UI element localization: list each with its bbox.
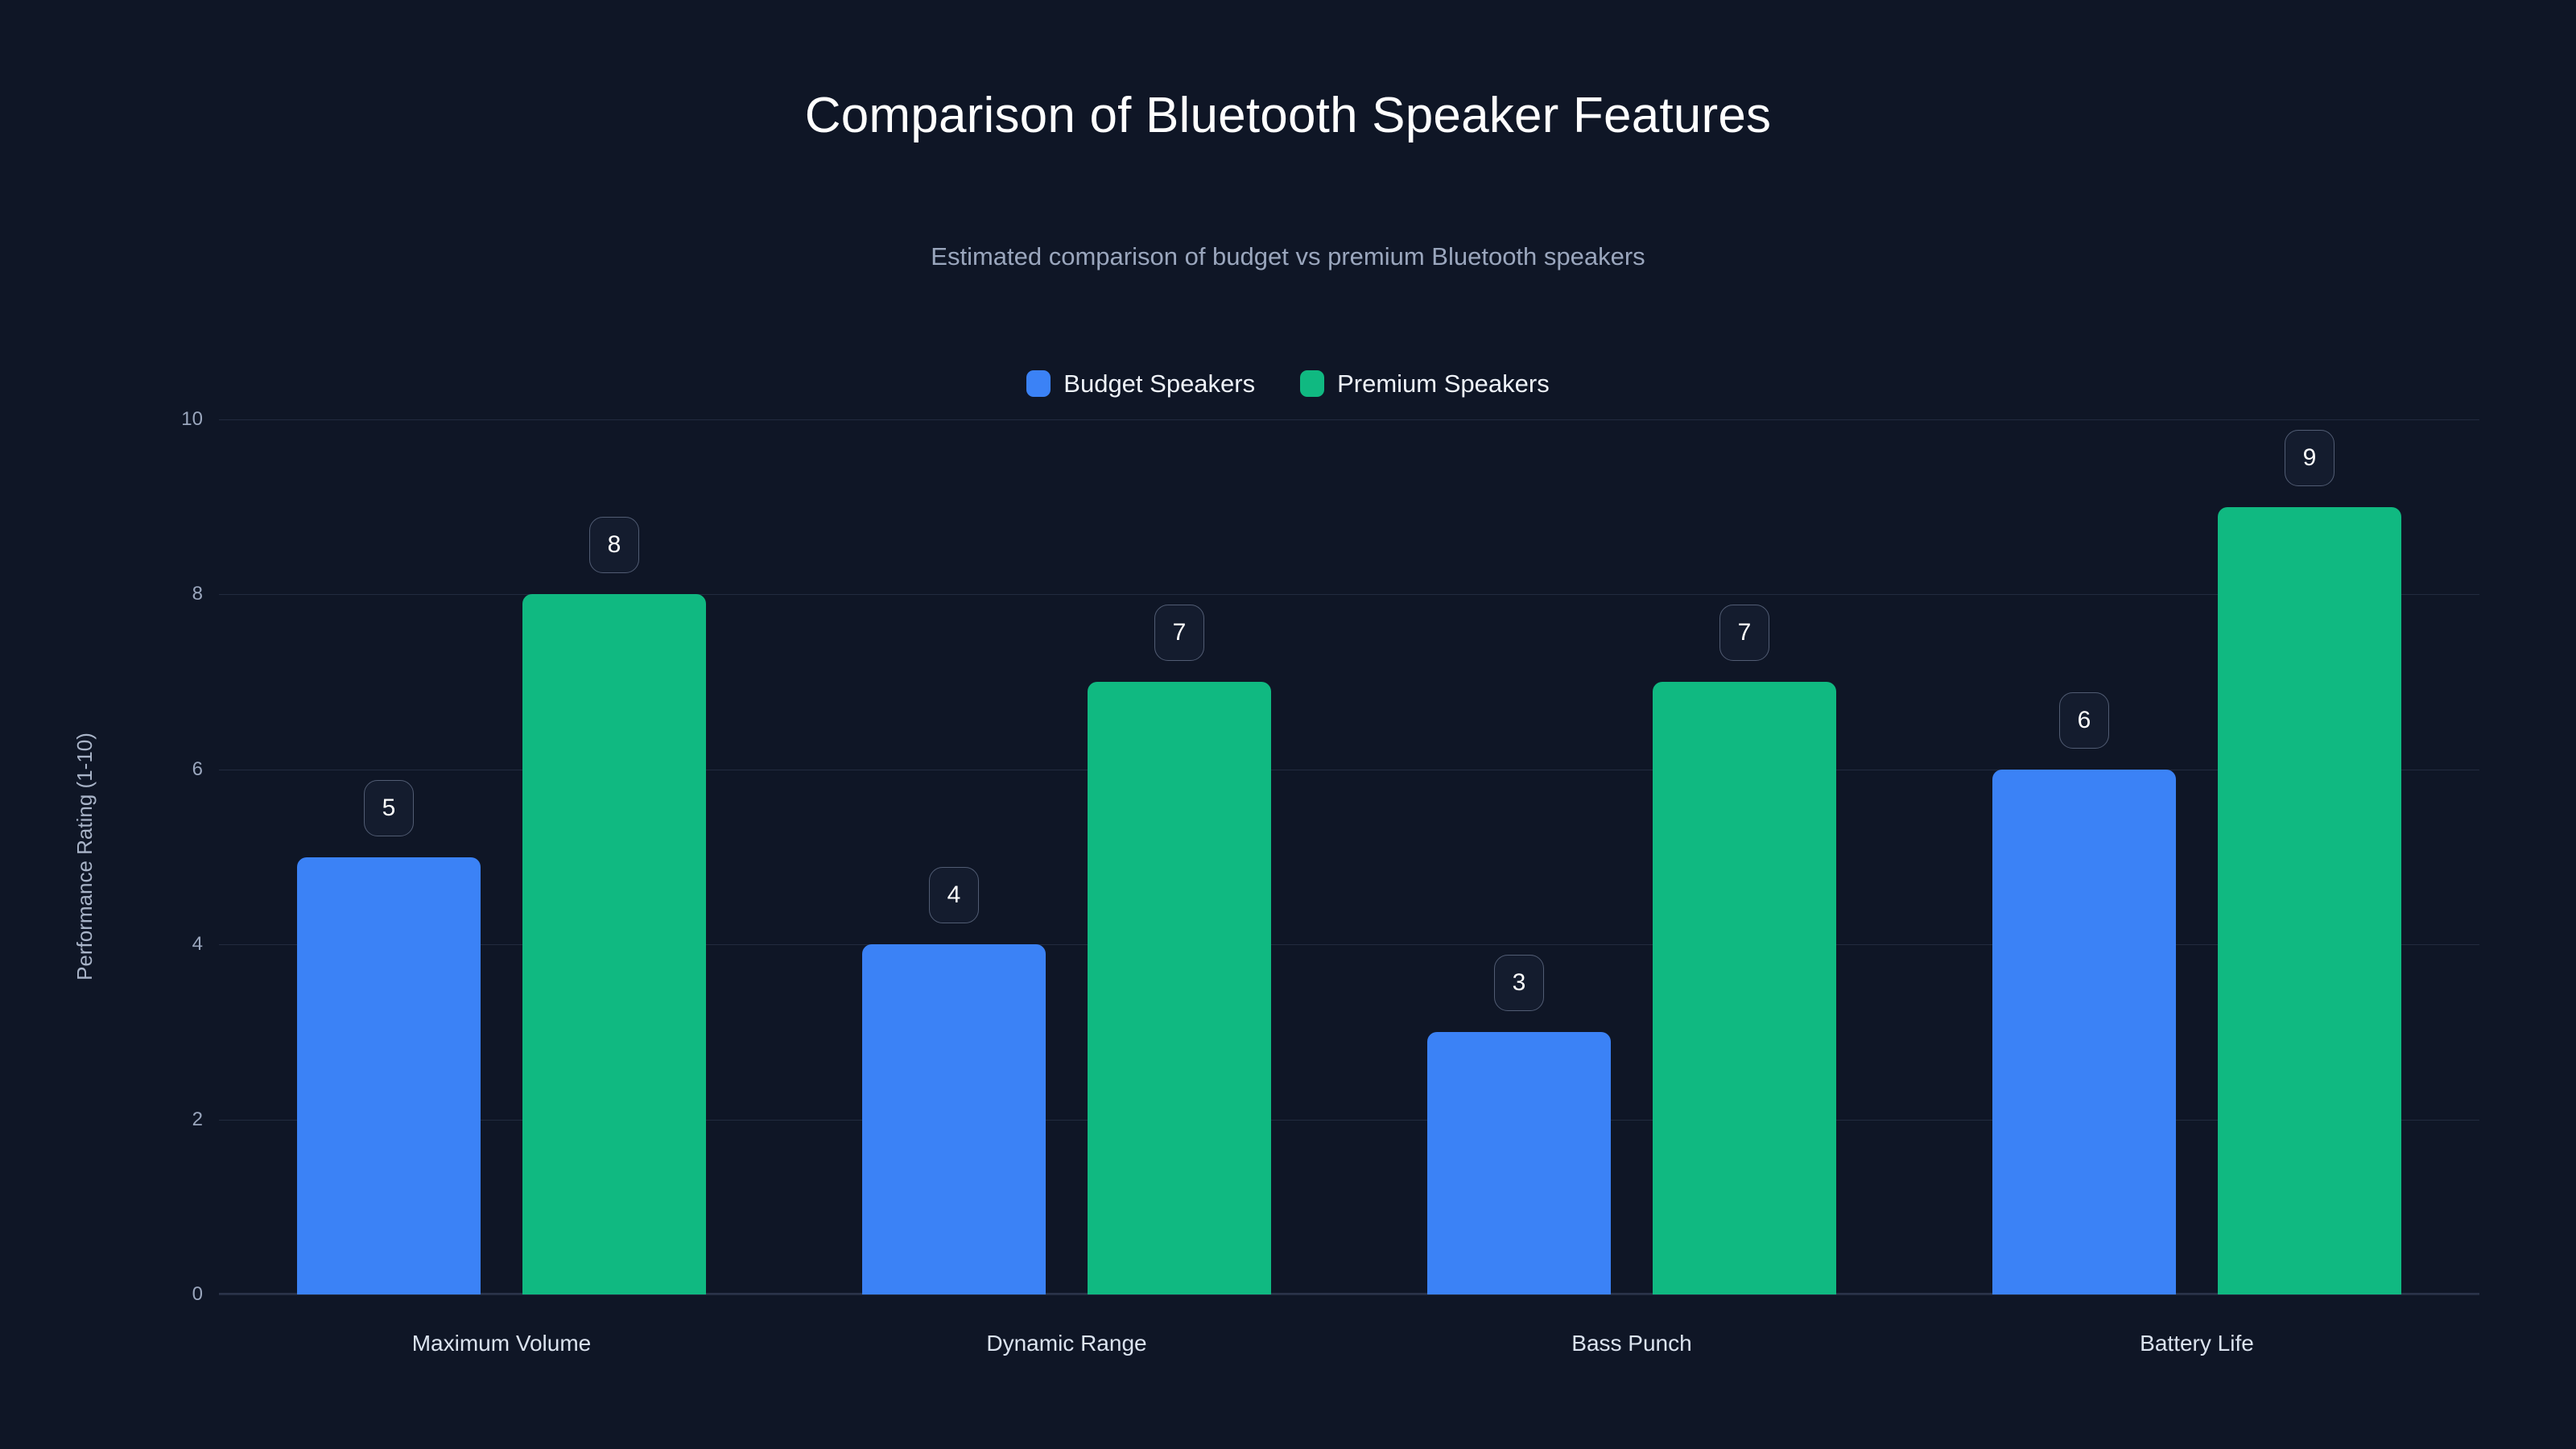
y-axis-tick-label: 0 (192, 1283, 203, 1305)
legend-swatch-icon (1026, 370, 1051, 397)
y-axis-title: Performance Rating (1-10) (72, 733, 97, 980)
bar[interactable] (1427, 1031, 1611, 1294)
bar[interactable] (297, 857, 481, 1294)
gridline (219, 1294, 2479, 1295)
page-title: Comparison of Bluetooth Speaker Features (804, 88, 1772, 143)
bar[interactable] (1653, 682, 1836, 1294)
bar-value-label: 6 (2059, 691, 2109, 749)
bar-value-label: 9 (2285, 429, 2334, 486)
bar[interactable] (1992, 769, 2176, 1294)
legend-item[interactable]: Premium Speakers (1300, 370, 1550, 397)
y-axis-tick-label: 6 (192, 758, 203, 780)
gridline (219, 944, 2479, 946)
gridline (219, 1119, 2479, 1121)
bar-value-label: 7 (1719, 605, 1769, 662)
x-axis-category-label: Bass Punch (1571, 1331, 1692, 1356)
bar[interactable] (862, 944, 1046, 1294)
chart-legend: Budget Speakers Premium Speakers (0, 370, 2576, 397)
bar[interactable] (522, 594, 706, 1294)
x-axis-line (219, 1293, 2479, 1294)
bar-value-label: 5 (364, 779, 414, 836)
legend-item-label: Budget Speakers (1063, 369, 1256, 398)
legend-swatch-icon (1300, 370, 1325, 397)
bar-value-label: 4 (929, 867, 979, 924)
bar-value-label: 3 (1494, 954, 1544, 1011)
y-axis-tick-label: 8 (192, 583, 203, 605)
gridline (219, 419, 2479, 420)
legend-item-label: Premium Speakers (1337, 369, 1550, 398)
bar[interactable] (1088, 682, 1271, 1294)
chart-subtitle: Estimated comparison of budget vs premiu… (931, 242, 1645, 270)
legend-item[interactable]: Budget Speakers (1026, 370, 1255, 397)
x-axis-category-label: Maximum Volume (411, 1331, 592, 1356)
y-axis-tick-label: 10 (181, 408, 203, 430)
plot-area (219, 419, 2479, 1295)
gridline (219, 594, 2479, 596)
y-axis-tick-label: 4 (192, 933, 203, 956)
bar[interactable] (2218, 506, 2401, 1294)
bar-value-label: 8 (589, 517, 639, 574)
x-axis-category-label: Dynamic Range (986, 1331, 1147, 1356)
bar-value-label: 7 (1154, 605, 1204, 662)
x-axis-category-label: Battery Life (2140, 1331, 2254, 1356)
y-axis-tick-label: 2 (192, 1108, 203, 1130)
